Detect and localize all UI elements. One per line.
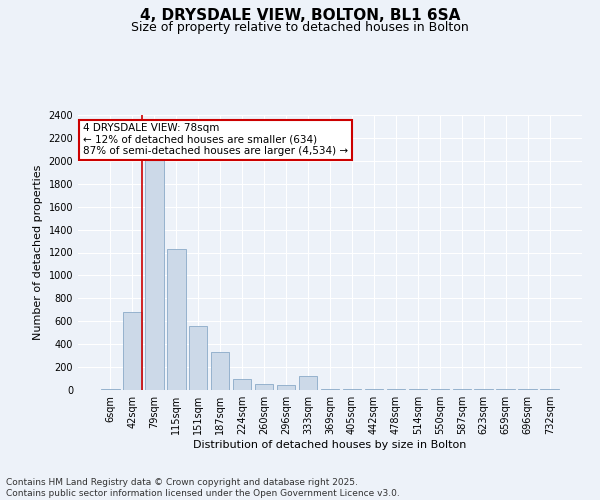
Bar [299, 376, 317, 390]
Y-axis label: Number of detached properties: Number of detached properties [33, 165, 43, 340]
Bar [233, 378, 251, 390]
Bar [255, 384, 274, 390]
Text: 4, DRYSDALE VIEW, BOLTON, BL1 6SA: 4, DRYSDALE VIEW, BOLTON, BL1 6SA [140, 8, 460, 22]
Text: 4 DRYSDALE VIEW: 78sqm
← 12% of detached houses are smaller (634)
87% of semi-de: 4 DRYSDALE VIEW: 78sqm ← 12% of detached… [83, 123, 348, 156]
Bar [211, 352, 229, 390]
Bar [123, 312, 142, 390]
Bar [320, 389, 340, 390]
Text: Contains HM Land Registry data © Crown copyright and database right 2025.
Contai: Contains HM Land Registry data © Crown c… [6, 478, 400, 498]
Bar [189, 326, 208, 390]
Bar [145, 155, 164, 390]
Text: Size of property relative to detached houses in Bolton: Size of property relative to detached ho… [131, 21, 469, 34]
Bar [277, 385, 295, 390]
Bar [167, 249, 185, 390]
X-axis label: Distribution of detached houses by size in Bolton: Distribution of detached houses by size … [193, 440, 467, 450]
